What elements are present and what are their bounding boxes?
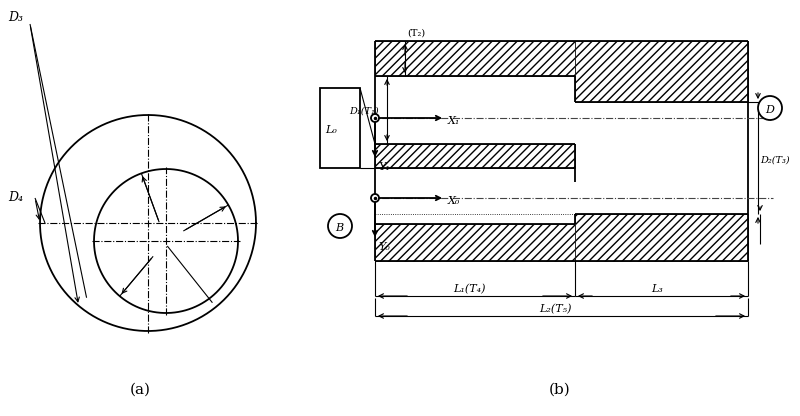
Circle shape	[328, 214, 352, 238]
Text: X₀: X₀	[448, 196, 460, 206]
Text: D₁(T₁): D₁(T₁)	[349, 107, 378, 116]
Text: D₃: D₃	[8, 11, 23, 24]
Bar	[375, 144, 575, 168]
Text: B: B	[335, 223, 343, 233]
Circle shape	[371, 114, 379, 122]
Text: L₁(T₄): L₁(T₄)	[453, 284, 486, 294]
Text: L₀: L₀	[325, 125, 337, 135]
Bar	[320, 88, 360, 168]
Text: Y₁: Y₁	[378, 162, 390, 172]
Text: (b): (b)	[549, 383, 571, 397]
Text: X₁: X₁	[448, 116, 460, 126]
Bar	[375, 224, 575, 261]
Text: Y₀: Y₀	[378, 242, 390, 252]
Circle shape	[371, 194, 379, 202]
Text: (T₂): (T₂)	[407, 29, 425, 38]
Bar	[575, 41, 748, 102]
Bar	[375, 41, 575, 76]
Text: D: D	[765, 105, 774, 115]
Text: (a): (a)	[130, 383, 150, 397]
Text: L₃: L₃	[651, 284, 663, 294]
Circle shape	[758, 96, 782, 120]
Text: D₄: D₄	[8, 191, 23, 204]
Bar	[575, 214, 748, 261]
Text: L₂(T₅): L₂(T₅)	[539, 304, 572, 314]
Text: D₂(T₃): D₂(T₃)	[760, 156, 790, 165]
